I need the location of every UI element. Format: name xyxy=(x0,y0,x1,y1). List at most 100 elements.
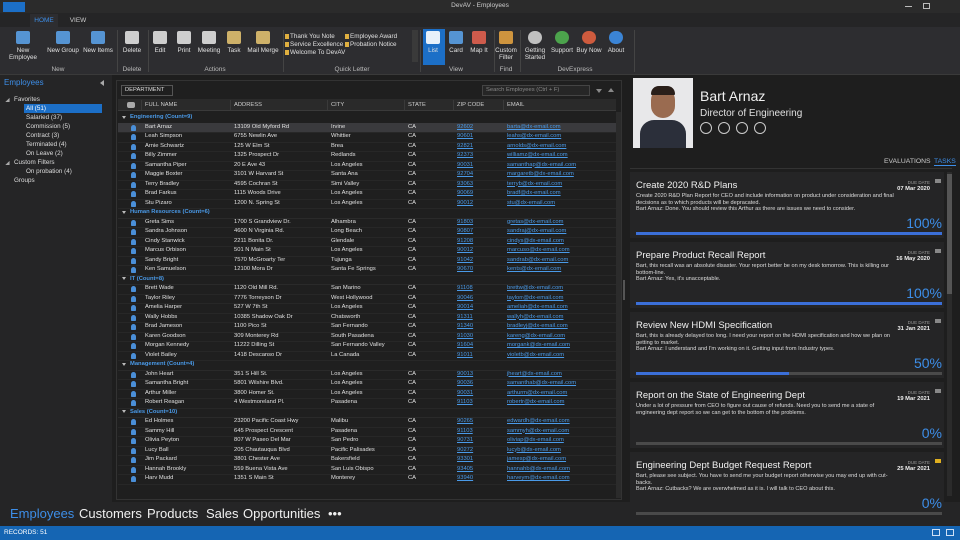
row-link[interactable]: cindys@dx-email.com xyxy=(507,237,564,244)
row-avatar[interactable] xyxy=(131,305,136,311)
ribbon-button-label[interactable]: Task xyxy=(227,47,241,54)
row-avatar[interactable] xyxy=(131,219,136,226)
tree-leaf[interactable]: Terminated (4) xyxy=(26,141,67,148)
ribbon-button-label[interactable]: Buy Now xyxy=(576,47,602,54)
row-avatar[interactable] xyxy=(131,333,136,340)
row-link[interactable]: kareng@dx-email.com xyxy=(507,332,566,339)
nav-item[interactable]: ••• xyxy=(328,506,342,521)
quick-letter-icon[interactable] xyxy=(345,34,349,39)
row-link[interactable]: 90036 xyxy=(457,380,474,386)
nav-item[interactable]: Opportunities xyxy=(243,506,321,521)
status-view-icon[interactable] xyxy=(946,529,954,536)
ribbon-button-icon[interactable] xyxy=(227,31,241,44)
column-header[interactable]: CITY xyxy=(331,102,345,108)
row-link[interactable]: samanthap@dx-email.com xyxy=(507,161,577,168)
row-link[interactable]: 91042 xyxy=(457,256,474,263)
row-avatar[interactable] xyxy=(131,286,136,292)
task-flag[interactable] xyxy=(935,319,941,323)
row-link[interactable]: arnolds@dx-email.com xyxy=(507,142,567,149)
tree-leaf[interactable]: On probation (4) xyxy=(26,168,72,175)
quick-letter-item[interactable]: Welcome To DevAV xyxy=(290,49,346,56)
group-row[interactable]: Sales (Count=10) xyxy=(130,408,178,415)
row-link[interactable]: 90012 xyxy=(457,199,474,206)
ribbon-button-label[interactable]: New Employee xyxy=(8,47,37,61)
tree-leaf[interactable]: Salaried (37) xyxy=(26,114,63,121)
row-link[interactable]: wallyh@dx-email.com xyxy=(507,313,564,320)
ribbon-button-icon[interactable] xyxy=(56,31,70,44)
row-link[interactable]: sandrab@dx-email.com xyxy=(507,256,569,263)
row-link[interactable]: sammyh@dx-email.com xyxy=(507,427,570,434)
row-link[interactable]: 92704 xyxy=(457,171,474,177)
detail-scrollbar[interactable] xyxy=(947,172,952,496)
row-link[interactable]: hannahb@dx-email.com xyxy=(507,465,570,472)
row-link[interactable]: 91340 xyxy=(457,323,474,329)
ribbon-button-icon[interactable] xyxy=(125,31,139,44)
nav-item[interactable]: Products xyxy=(147,506,199,521)
row-avatar[interactable] xyxy=(131,134,136,140)
quick-letter-item[interactable]: Employee Award xyxy=(350,33,398,40)
ribbon-button-icon[interactable] xyxy=(609,31,623,44)
task-flag[interactable] xyxy=(935,249,941,253)
quick-letter-item[interactable]: Service Excellence xyxy=(290,41,344,48)
row-link[interactable]: gretas@dx-email.com xyxy=(507,218,564,225)
row-avatar[interactable] xyxy=(131,200,136,207)
row-link[interactable]: 90807 xyxy=(457,228,474,234)
ribbon-button-label[interactable]: Map It xyxy=(470,47,488,54)
ribbon-button-icon[interactable] xyxy=(555,31,569,44)
ribbon-tab[interactable]: VIEW xyxy=(69,17,87,24)
row-link[interactable]: taylorr@dx-email.com xyxy=(507,294,564,301)
row-link[interactable]: 90014 xyxy=(457,304,474,310)
task-flag[interactable] xyxy=(935,179,941,183)
search-box[interactable]: Search Employees (Ctrl + F) xyxy=(482,85,590,96)
row-link[interactable]: 91108 xyxy=(457,285,473,291)
grid-scrollbar[interactable] xyxy=(616,112,621,498)
tree-node[interactable]: Groups xyxy=(14,177,35,184)
minimize-button[interactable] xyxy=(905,6,912,7)
row-link[interactable]: 91803 xyxy=(457,218,474,225)
column-header[interactable]: ZIP CODE xyxy=(457,102,485,108)
nav-collapse[interactable] xyxy=(100,80,104,86)
row-link[interactable]: margaretb@dx-email.com xyxy=(507,171,574,177)
row-avatar[interactable] xyxy=(131,343,136,349)
quick-letter-icon[interactable] xyxy=(285,42,289,47)
ribbon-button-icon[interactable] xyxy=(153,31,167,44)
row-avatar[interactable] xyxy=(131,352,136,359)
row-avatar[interactable] xyxy=(131,153,136,159)
row-link[interactable]: terryb@dx-email.com xyxy=(507,180,563,187)
ribbon-button-icon[interactable] xyxy=(449,31,463,44)
row-link[interactable]: harveym@dx-email.com xyxy=(507,475,570,481)
ribbon-button-label[interactable]: List xyxy=(428,47,438,54)
ribbon-button-label[interactable]: Card xyxy=(449,47,463,54)
row-avatar[interactable] xyxy=(131,419,136,425)
row-link[interactable]: 90013 xyxy=(457,370,474,377)
row-avatar[interactable] xyxy=(131,295,136,302)
search-down[interactable] xyxy=(596,89,602,93)
row-avatar[interactable] xyxy=(131,162,136,169)
ribbon-button-icon[interactable] xyxy=(202,31,216,44)
row-link[interactable]: arthurm@dx-email.com xyxy=(507,389,568,396)
row-avatar[interactable] xyxy=(131,172,136,178)
quick-letter-icon[interactable] xyxy=(345,42,349,47)
status-view-icon[interactable] xyxy=(932,529,940,536)
row-link[interactable]: 92373 xyxy=(457,152,474,158)
row-link[interactable]: williamz@dx-email.com xyxy=(507,152,568,158)
column-header[interactable]: FULL NAME xyxy=(145,102,178,108)
ribbon-button-label[interactable]: Delete xyxy=(122,47,142,54)
column-header[interactable]: ADDRESS xyxy=(234,102,263,108)
task-flag[interactable] xyxy=(935,459,941,463)
contact-button[interactable] xyxy=(736,122,748,134)
row-avatar[interactable] xyxy=(131,371,136,378)
task-card[interactable] xyxy=(630,452,944,518)
row-link[interactable]: 91011 xyxy=(457,351,473,358)
ribbon-button-label[interactable]: Print xyxy=(177,47,191,54)
ribbon-button-label[interactable]: Custom Filter xyxy=(495,47,517,61)
search-up[interactable] xyxy=(608,88,614,92)
row-link[interactable]: bradleyj@dx-email.com xyxy=(507,323,568,329)
row-avatar[interactable] xyxy=(131,447,136,454)
row-link[interactable]: oliviap@dx-email.com xyxy=(507,437,564,443)
ribbon-button-icon[interactable] xyxy=(472,31,486,44)
app-menu-button[interactable] xyxy=(3,2,25,12)
detail-tab[interactable]: EVALUATIONS xyxy=(884,158,931,165)
row-link[interactable]: brettw@dx-email.com xyxy=(507,285,564,291)
ribbon-button-icon[interactable] xyxy=(426,31,440,44)
